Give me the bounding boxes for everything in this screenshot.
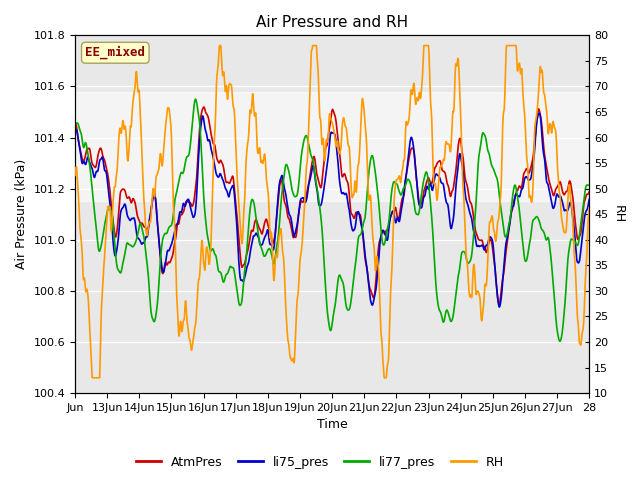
Title: Air Pressure and RH: Air Pressure and RH: [256, 15, 408, 30]
Y-axis label: Air Pressure (kPa): Air Pressure (kPa): [15, 159, 28, 269]
Legend: AtmPres, li75_pres, li77_pres, RH: AtmPres, li75_pres, li77_pres, RH: [131, 451, 509, 474]
Text: EE_mixed: EE_mixed: [85, 46, 145, 60]
Y-axis label: RH: RH: [612, 205, 625, 223]
X-axis label: Time: Time: [317, 419, 348, 432]
Bar: [75, 92, 589, 202]
